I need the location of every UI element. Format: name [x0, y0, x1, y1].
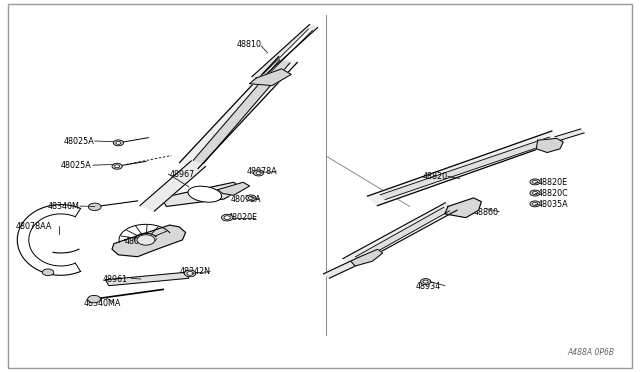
- Polygon shape: [106, 272, 189, 286]
- Polygon shape: [193, 60, 290, 163]
- Text: 48078AA: 48078AA: [16, 222, 52, 231]
- Text: 48340M: 48340M: [48, 202, 80, 211]
- Text: 48025A: 48025A: [64, 137, 95, 146]
- Circle shape: [88, 295, 100, 303]
- Polygon shape: [252, 25, 317, 80]
- Polygon shape: [343, 203, 457, 266]
- Polygon shape: [163, 182, 243, 206]
- Circle shape: [116, 141, 121, 144]
- Text: 48820C: 48820C: [538, 189, 568, 198]
- Polygon shape: [355, 207, 450, 260]
- Circle shape: [88, 203, 101, 211]
- Circle shape: [42, 269, 54, 276]
- Circle shape: [530, 179, 540, 185]
- Text: 48342N: 48342N: [179, 267, 210, 276]
- Text: 48020E: 48020E: [227, 213, 257, 222]
- Circle shape: [423, 280, 428, 283]
- Text: 48078A: 48078A: [230, 195, 261, 203]
- Circle shape: [253, 170, 264, 176]
- Text: 48934: 48934: [416, 282, 441, 291]
- Circle shape: [112, 163, 122, 169]
- Polygon shape: [323, 258, 363, 278]
- Polygon shape: [445, 198, 481, 218]
- Polygon shape: [180, 57, 297, 169]
- Text: 48810: 48810: [237, 40, 262, 49]
- Circle shape: [530, 190, 540, 196]
- Text: 48025A: 48025A: [61, 161, 92, 170]
- Polygon shape: [112, 225, 186, 257]
- Text: 48820: 48820: [422, 172, 447, 181]
- Polygon shape: [140, 161, 205, 211]
- Text: 48080: 48080: [125, 237, 150, 246]
- Polygon shape: [536, 138, 563, 153]
- Text: 48860: 48860: [474, 208, 499, 217]
- Polygon shape: [555, 129, 584, 141]
- Circle shape: [221, 214, 233, 221]
- Text: 48967: 48967: [170, 170, 195, 179]
- Text: 48961: 48961: [102, 275, 127, 283]
- Circle shape: [246, 195, 256, 201]
- Circle shape: [113, 140, 124, 146]
- Circle shape: [532, 180, 538, 183]
- Circle shape: [532, 202, 538, 205]
- Circle shape: [115, 165, 120, 168]
- Circle shape: [532, 192, 538, 195]
- Text: 48820E: 48820E: [538, 178, 568, 187]
- Circle shape: [248, 196, 253, 199]
- Circle shape: [184, 270, 196, 277]
- Text: A488A 0P6B: A488A 0P6B: [567, 348, 614, 357]
- Polygon shape: [367, 131, 562, 206]
- Text: 48078A: 48078A: [246, 167, 277, 176]
- Polygon shape: [264, 29, 312, 75]
- FancyBboxPatch shape: [8, 4, 632, 368]
- Polygon shape: [351, 249, 383, 266]
- Polygon shape: [218, 182, 250, 195]
- Circle shape: [187, 272, 193, 275]
- Circle shape: [530, 201, 540, 207]
- Text: 48340MA: 48340MA: [83, 299, 120, 308]
- Ellipse shape: [188, 186, 221, 202]
- Circle shape: [137, 235, 155, 245]
- Polygon shape: [380, 137, 554, 199]
- Circle shape: [224, 216, 230, 219]
- Circle shape: [256, 171, 261, 174]
- Circle shape: [420, 279, 431, 285]
- Text: 48035A: 48035A: [538, 200, 568, 209]
- Polygon shape: [250, 69, 291, 86]
